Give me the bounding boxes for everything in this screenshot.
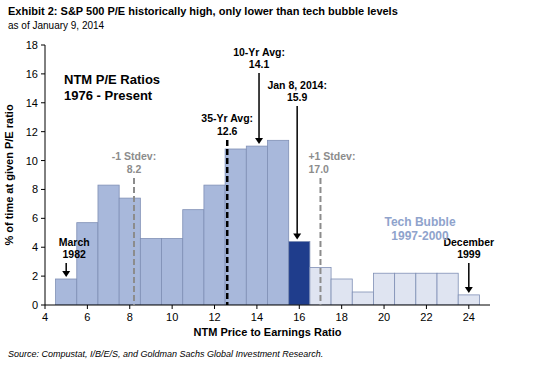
y-tick	[41, 160, 45, 161]
chart: Exhibit 2: S&P 500 P/E historically high…	[0, 0, 553, 369]
y-tick-label: 18	[26, 39, 38, 51]
source: Source: Compustat, I/B/E/S, and Goldman …	[8, 349, 323, 359]
y-tick	[41, 276, 45, 277]
y-tick-label: 12	[26, 126, 38, 138]
region-label: Tech Bubble	[384, 215, 455, 229]
x-tick-label: 4	[42, 311, 48, 323]
x-tick	[129, 305, 130, 309]
bar	[437, 273, 458, 305]
bar	[268, 140, 289, 305]
bar	[395, 273, 416, 305]
x-tick	[468, 305, 469, 309]
annotation-text: 10-Yr Avg:	[233, 46, 285, 58]
annotation-arrow	[296, 106, 298, 234]
y-tick	[41, 102, 45, 103]
annotation-value: 15.9	[287, 91, 308, 103]
y-tick-label: 14	[26, 97, 38, 109]
arrow-head	[465, 287, 473, 293]
x-tick-label: 8	[127, 311, 133, 323]
y-tick	[41, 247, 45, 248]
x-tick	[214, 305, 215, 309]
y-tick-label: 2	[32, 270, 38, 282]
y-tick-label: 8	[32, 183, 38, 195]
reference-value: 12.6	[217, 125, 238, 137]
reference-value: 8.2	[127, 163, 142, 175]
y-tick-label: 4	[32, 241, 38, 253]
x-tick	[299, 305, 300, 309]
bar	[98, 185, 119, 305]
bar	[204, 185, 225, 305]
inner-title: NTM P/E Ratios	[64, 72, 160, 87]
x-tick	[384, 305, 385, 309]
x-axis	[45, 305, 490, 306]
x-tick-label: 20	[378, 311, 390, 323]
x-tick-label: 12	[208, 311, 220, 323]
x-tick	[426, 305, 427, 309]
x-tick	[45, 305, 46, 309]
arrow-head	[62, 271, 70, 277]
annotation-text: 1999	[457, 248, 481, 260]
arrow-head	[255, 138, 263, 144]
bar	[56, 279, 77, 305]
bar	[119, 198, 140, 305]
x-tick-label: 14	[251, 311, 263, 323]
background	[0, 0, 553, 369]
bar	[331, 279, 352, 305]
y-tick	[41, 218, 45, 219]
y-tick-label: 0	[32, 299, 38, 311]
y-tick-label: 10	[26, 155, 38, 167]
subtitle: as of January 9, 2014	[8, 20, 105, 31]
y-axis	[45, 45, 46, 305]
annotation-text: 1982	[63, 248, 87, 260]
reference-label: -1 Stdev:	[112, 150, 156, 162]
annotation-arrow	[65, 263, 67, 272]
x-axis-label: NTM Price to Earnings Ratio	[194, 326, 342, 338]
y-tick-label: 16	[26, 68, 38, 80]
annotation-text: December	[443, 236, 494, 248]
bar	[352, 292, 373, 305]
y-tick	[41, 305, 45, 306]
reference-value: 17.0	[308, 163, 329, 175]
x-tick	[172, 305, 173, 309]
reference-line	[226, 140, 229, 305]
y-tick	[41, 189, 45, 190]
annotation-value: 14.1	[249, 58, 270, 70]
bars	[56, 140, 480, 305]
bar	[458, 295, 479, 305]
y-tick-label: 6	[32, 212, 38, 224]
bar	[416, 273, 437, 305]
annotation-text: March	[59, 236, 90, 248]
reference-line	[133, 178, 135, 305]
title: Exhibit 2: S&P 500 P/E historically high…	[8, 5, 398, 17]
bar	[246, 146, 267, 305]
annotation-arrow	[258, 73, 260, 139]
x-tick	[256, 305, 257, 309]
x-tick-label: 10	[166, 311, 178, 323]
bar	[289, 241, 310, 305]
y-tick	[41, 131, 45, 132]
arrow-head	[293, 233, 301, 239]
annotation-text: Jan 8, 2014:	[267, 79, 327, 91]
y-tick	[41, 73, 45, 74]
x-tick-label: 6	[84, 311, 90, 323]
bar	[140, 239, 161, 305]
bar	[162, 239, 183, 305]
x-tick-label: 18	[336, 311, 348, 323]
inner-title: 1976 - Present	[64, 88, 153, 103]
annotation-arrow	[468, 263, 470, 288]
x-tick-label: 22	[420, 311, 432, 323]
y-tick	[41, 45, 45, 46]
reference-label: 35-Yr Avg:	[201, 112, 253, 124]
x-tick-label: 24	[463, 311, 475, 323]
x-tick	[87, 305, 88, 309]
bar	[183, 210, 204, 305]
bar	[373, 273, 394, 305]
x-tick-label: 16	[293, 311, 305, 323]
reference-line	[319, 178, 321, 305]
x-tick	[341, 305, 342, 309]
region-label: 1997-2000	[391, 229, 449, 243]
reference-label: +1 Stdev:	[308, 150, 355, 162]
y-axis-label: % of time at given P/E ratio	[3, 104, 15, 245]
